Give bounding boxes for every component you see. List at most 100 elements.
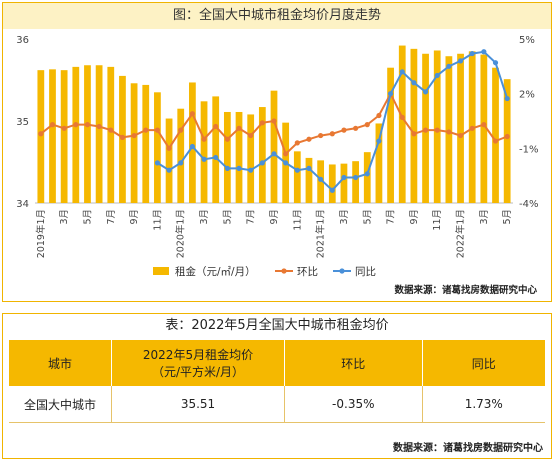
x-tick-label: 11月 xyxy=(292,209,303,231)
point-mom xyxy=(119,134,126,140)
chart-title: 图：全国大中城市租金均价月度走势 xyxy=(3,3,551,29)
bar-rent xyxy=(84,65,91,203)
legend-label-mom: 环比 xyxy=(297,265,318,278)
legend-label-yoy: 同比 xyxy=(355,265,376,278)
table-source: 数据来源：诸葛找房数据研究中心 xyxy=(393,443,543,454)
bar-rent xyxy=(375,123,383,203)
x-tick-label: 5月 xyxy=(222,209,233,225)
point-yoy xyxy=(306,165,312,171)
bar-rent xyxy=(189,82,196,203)
point-yoy xyxy=(329,187,335,193)
header-price: 2022年5月租金均价 （元/平方米/月） xyxy=(111,340,285,386)
point-mom xyxy=(49,122,56,128)
rent-trend-chart: 34 35 36 -4% -1% 2% 5% 2019年1月 3月 5月 7月 9月 11月 2020年… xyxy=(16,35,538,296)
x-tick-label: 7月 xyxy=(106,209,117,225)
bar-rent xyxy=(387,67,394,203)
point-mom xyxy=(248,132,254,139)
bar-rent xyxy=(235,111,243,203)
point-mom xyxy=(283,151,289,157)
chart-panel: 图：全国大中城市租金均价月度走势 34 35 36 -4% -1% 2% 5% 2019年1… xyxy=(2,2,552,302)
point-yoy xyxy=(178,160,184,166)
point-yoy xyxy=(353,174,359,181)
point-yoy xyxy=(283,160,289,166)
point-yoy xyxy=(364,171,370,177)
point-mom xyxy=(166,145,172,151)
right-tick-label: -4% xyxy=(519,199,538,210)
bar-rent xyxy=(457,53,464,204)
point-mom xyxy=(469,125,475,131)
point-mom xyxy=(38,131,44,137)
point-yoy xyxy=(294,167,300,173)
x-tick-label: 9月 xyxy=(269,209,280,225)
point-yoy xyxy=(259,160,265,166)
point-yoy xyxy=(154,160,161,166)
x-tick-label: 11月 xyxy=(152,209,163,231)
point-mom xyxy=(318,132,324,139)
point-yoy xyxy=(166,167,172,173)
point-mom xyxy=(236,125,242,131)
point-mom xyxy=(457,132,464,139)
x-tick-label: 2022年1月 xyxy=(455,209,467,258)
point-mom xyxy=(364,122,370,128)
table-panel: 表：2022年5月全国大中城市租金均价 城市 2022年5月租金均价 （元/平方… xyxy=(2,313,552,459)
x-tick-label: 3月 xyxy=(59,209,70,225)
point-mom xyxy=(271,118,277,124)
point-mom xyxy=(353,125,359,131)
bar-rent xyxy=(398,45,406,204)
cell-price: 35.51 xyxy=(111,386,285,423)
point-mom xyxy=(399,114,405,120)
point-yoy xyxy=(469,50,475,57)
left-tick-label: 34 xyxy=(16,199,29,210)
bar-rent xyxy=(363,152,371,203)
point-mom xyxy=(294,140,300,146)
bar-rent xyxy=(72,66,80,203)
legend-dot-yoy xyxy=(339,268,345,274)
point-yoy xyxy=(399,69,405,75)
point-mom xyxy=(96,123,102,130)
table-title: 表：2022年5月全国大中城市租金均价 xyxy=(165,318,389,333)
point-yoy xyxy=(492,60,499,66)
legend-swatch-rent xyxy=(153,267,169,275)
point-mom xyxy=(61,125,67,131)
point-mom xyxy=(446,129,452,135)
bar-rent xyxy=(60,70,68,203)
point-mom xyxy=(434,127,440,133)
bar-rent xyxy=(177,108,185,203)
header-mom: 环比 xyxy=(284,340,423,386)
legend-dot-mom xyxy=(281,268,287,274)
point-mom xyxy=(376,112,382,119)
x-tick-label: 2019年1月 xyxy=(35,209,47,258)
point-mom xyxy=(189,111,195,117)
point-mom xyxy=(259,120,265,126)
right-tick-label: 5% xyxy=(519,35,535,46)
x-tick-label: 3月 xyxy=(199,209,210,225)
point-mom xyxy=(213,123,219,130)
point-yoy xyxy=(236,165,242,171)
point-yoy xyxy=(201,156,207,162)
bar-rent xyxy=(328,164,336,203)
x-tick-label: 5月 xyxy=(502,209,513,225)
point-yoy xyxy=(504,95,510,102)
point-yoy xyxy=(434,72,440,79)
bar-rent xyxy=(212,96,220,203)
bar-rent xyxy=(410,48,418,204)
point-mom xyxy=(224,136,230,142)
x-tick-label: 9月 xyxy=(409,209,420,225)
chart-source: 数据来源：诸葛找房数据研究中心 xyxy=(393,284,537,296)
x-tick-label: 7月 xyxy=(386,209,397,225)
point-mom xyxy=(411,131,417,137)
x-tick-label: 5月 xyxy=(362,209,373,225)
bar-rent xyxy=(37,70,45,203)
point-yoy xyxy=(422,89,429,95)
cell-city: 全国大中城市 xyxy=(9,386,112,423)
point-mom xyxy=(422,127,429,133)
bar-rent xyxy=(107,66,115,203)
cell-yoy: 1.73% xyxy=(422,386,545,423)
header-city: 城市 xyxy=(9,340,112,386)
point-yoy xyxy=(411,80,417,86)
x-tick-label: 9月 xyxy=(129,209,140,225)
point-yoy xyxy=(457,58,464,64)
point-yoy xyxy=(224,165,230,171)
point-yoy xyxy=(213,154,219,161)
point-mom xyxy=(492,138,499,144)
